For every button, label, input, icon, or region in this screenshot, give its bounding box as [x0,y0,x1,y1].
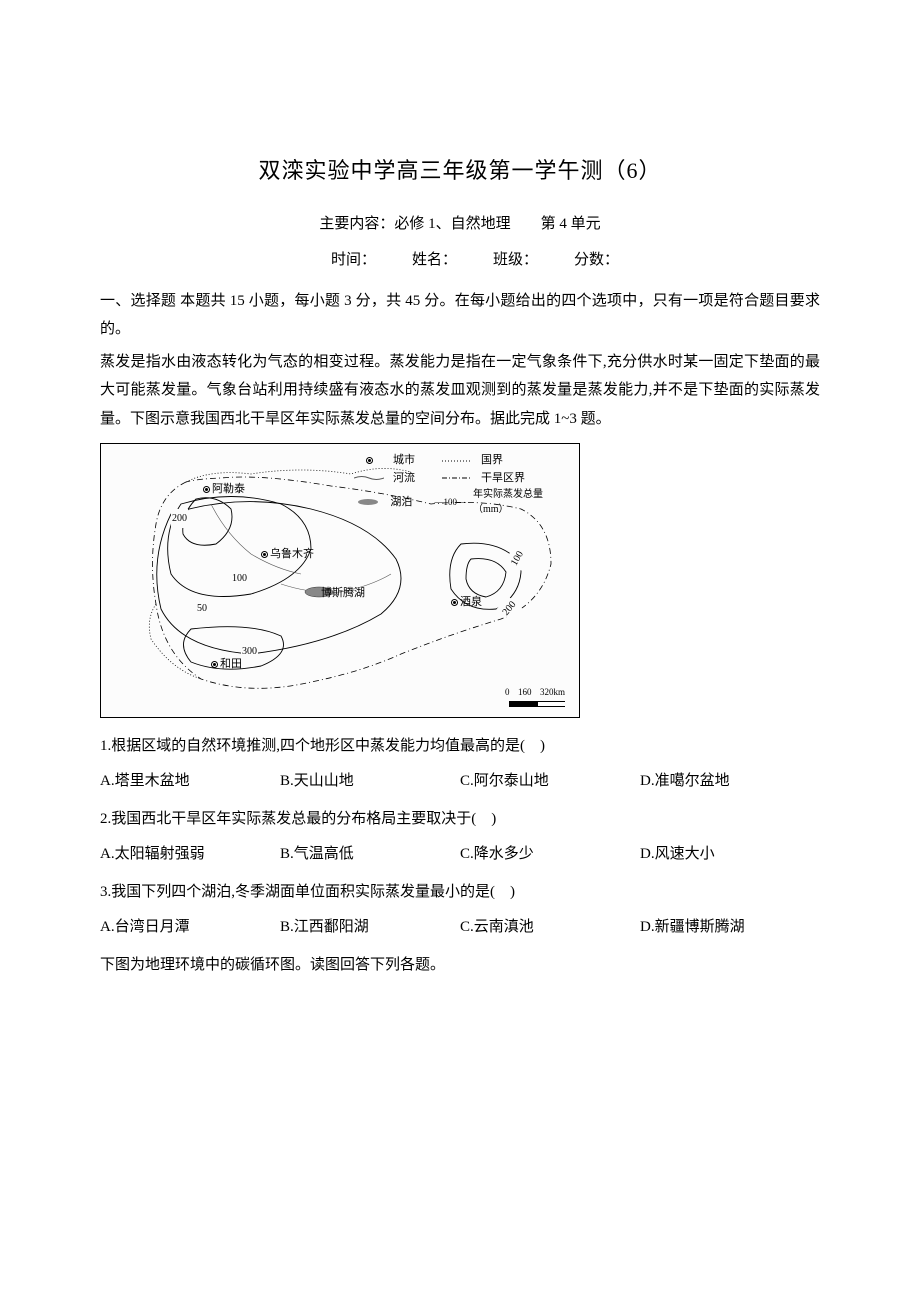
contour-300: 200 [171,509,188,528]
legend-arid-icon [439,475,475,481]
q3-opt-d: D.新疆博斯腾湖 [640,913,820,942]
q1-opt-c: C.阿尔泰山地 [460,767,640,796]
legend-city-icon [351,457,387,464]
question-3: 3.我国下列四个湖泊,冬季湖面单位面积实际蒸发量最小的是( ) [100,878,820,907]
city-jiuquan: 酒泉 [451,592,482,613]
scale-1: 160 [518,684,532,701]
question-3-options: A.台湾日月潭 B.江西鄱阳湖 C.云南滇池 D.新疆博斯腾湖 [100,913,820,942]
q2-opt-d: D.风速大小 [640,840,820,869]
q3-opt-b: B.江西鄱阳湖 [280,913,460,942]
city-wulumuqi: 乌鲁木齐 [261,544,314,565]
q2-opt-a: A.太阳辐射强弱 [100,840,280,869]
map-figure: 城市 国界 河流 干旱区界 湖泊 —100— 年实际蒸发总量（mm） 阿勒泰 乌… [100,443,580,718]
q2-opt-c: C.降水多少 [460,840,640,869]
q3-opt-a: A.台湾日月潭 [100,913,280,942]
lake-bositeng: 博斯腾湖 [321,583,365,604]
q1-opt-b: B.天山山地 [280,767,460,796]
legend-river-icon [351,475,387,481]
q2-opt-b: B.气温高低 [280,840,460,869]
question-1-options: A.塔里木盆地 B.天山山地 C.阿尔泰山地 D.准噶尔盆地 [100,767,820,796]
question-2: 2.我国西北干旱区年实际蒸发总最的分布格局主要取决于( ) [100,805,820,834]
passage-text: 蒸发是指水由液态转化为气态的相变过程。蒸发能力是指在一定气象条件下,充分供水时某… [100,348,820,434]
legend-contour: 年实际蒸发总量（mm） [473,487,571,517]
legend-city: 城市 [393,452,433,469]
city-aletai: 阿勒泰 [203,479,245,500]
q1-opt-a: A.塔里木盆地 [100,767,280,796]
q3-opt-c: C.云南滇池 [460,913,640,942]
city-hetian: 和田 [211,654,242,675]
legend-arid: 干旱区界 [481,470,525,487]
info-class: 班级： [493,252,538,268]
legend-river: 河流 [393,470,433,487]
legend-border-icon [439,458,475,464]
contour-200: 100 [231,569,248,588]
legend-contour-icon: —100— [434,496,467,510]
info-line: 时间： 姓名： 班级： 分数： [100,246,820,275]
scale-0: 0 [505,684,510,701]
map-scale: 0 160 320km [509,684,565,707]
info-name: 姓名： [412,252,457,268]
info-score: 分数： [574,252,619,268]
exam-subtitle: 主要内容：必修 1、自然地理 第 4 单元 [100,210,820,239]
footer-text: 下图为地理环境中的碳循环图。读图回答下列各题。 [100,951,820,980]
exam-title: 双滦实验中学高三年级第一学午测（6） [100,150,820,192]
question-2-options: A.太阳辐射强弱 B.气温高低 C.降水多少 D.风速大小 [100,840,820,869]
scale-2: 320km [540,684,565,701]
question-1: 1.根据区域的自然环境推测,四个地形区中蒸发能力均值最高的是( ) [100,732,820,761]
legend-lake-icon [351,498,384,506]
legend-border: 国界 [481,452,503,469]
map-legend: 城市 国界 河流 干旱区界 湖泊 —100— 年实际蒸发总量（mm） [351,452,571,518]
q1-opt-d: D.准噶尔盆地 [640,767,820,796]
contour-100: 50 [196,599,208,618]
legend-lake: 湖泊 [390,494,427,511]
contour-50: 300 [241,642,258,661]
info-time: 时间： [331,252,376,268]
section-instructions: 一、选择题 本题共 15 小题，每小题 3 分，共 45 分。在每小题给出的四个… [100,287,820,344]
